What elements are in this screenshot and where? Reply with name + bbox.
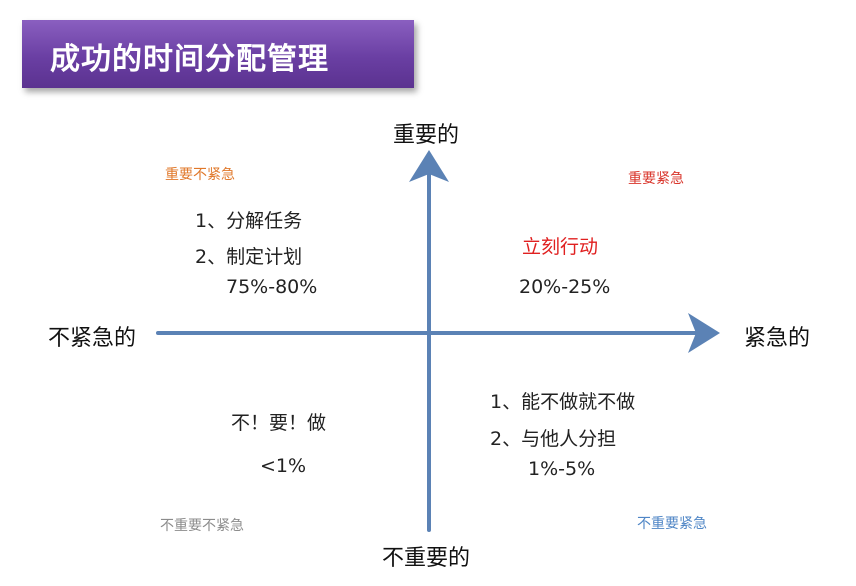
axis-label-urgent: 紧急的 (744, 326, 811, 351)
axis-label-important: 重要的 (393, 123, 460, 148)
title-banner: 成功的时间分配管理 (22, 20, 414, 88)
page-title: 成功的时间分配管理 (50, 42, 329, 77)
percent-important-urgent: 20%-25% (519, 276, 611, 298)
task-breakdown-text: 1、分解任务 (195, 210, 303, 232)
percent-not-important-urgent: 1%-5% (528, 458, 596, 480)
quadrant-label-important-not-urgent: 重要不紧急 (165, 167, 235, 183)
avoid-if-possible-text: 1、能不做就不做 (490, 391, 636, 413)
quadrant-label-not-important-urgent: 不重要紧急 (637, 516, 707, 532)
percent-not-important-not-urgent: <1% (260, 455, 307, 477)
make-plan-text: 2、制定计划 (195, 246, 303, 268)
axis-label-not-important: 不重要的 (382, 546, 471, 571)
act-now-text: 立刻行动 (522, 236, 599, 258)
percent-important-not-urgent: 75%-80% (226, 276, 318, 298)
axis-label-not-urgent: 不紧急的 (48, 326, 137, 351)
quadrant-label-important-urgent: 重要紧急 (628, 171, 684, 187)
quadrant-label-not-important-not-urgent: 不重要不紧急 (160, 518, 244, 534)
do-not-do-text: 不！要！做 (231, 412, 327, 434)
share-with-others-text: 2、与他人分担 (490, 428, 617, 450)
